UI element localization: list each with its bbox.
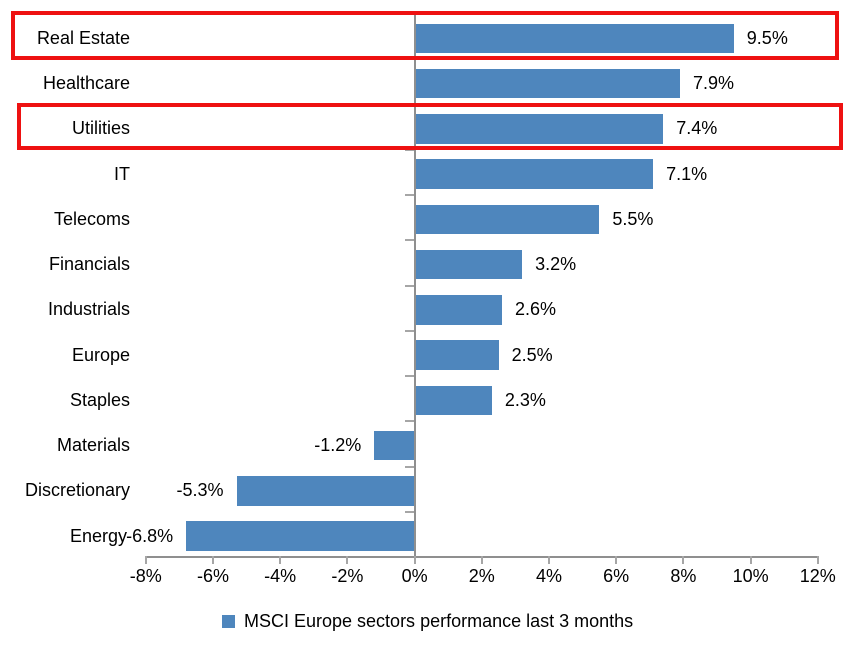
- category-label-discretionary: Discretionary: [24, 480, 130, 501]
- x-axis-tick: [413, 556, 416, 564]
- category-axis-tick: [404, 329, 415, 332]
- x-axis-tick: [615, 556, 618, 564]
- value-label-financials: 3.2%: [535, 254, 577, 274]
- category-axis-tick: [404, 284, 415, 287]
- x-tick-label: 2%: [468, 566, 495, 586]
- x-tick-label: 4%: [535, 566, 562, 586]
- category-label-industrials: Industrials: [47, 299, 130, 320]
- x-axis-tick: [749, 556, 752, 564]
- category-label-energy: Energy: [69, 525, 127, 546]
- bar-utilities: [414, 114, 664, 144]
- x-tick-label: 10%: [732, 566, 769, 586]
- x-tick-label: 6%: [603, 566, 630, 586]
- category-label-europe: Europe: [71, 344, 130, 365]
- bar-financials: [414, 249, 523, 280]
- highlight-box-real-estate: [11, 11, 839, 61]
- value-label-it: 7.1%: [666, 163, 708, 184]
- x-axis-tick: [279, 556, 282, 564]
- value-label-telecoms: 5.5%: [612, 208, 654, 229]
- bar-industrials: [414, 295, 502, 325]
- category-axis-tick: [404, 194, 415, 196]
- x-tick-label: -4%: [264, 566, 297, 586]
- value-label-utilities: 7.4%: [676, 118, 718, 139]
- x-axis-tick: [682, 556, 685, 564]
- value-label-real-estate: 9.5%: [746, 27, 788, 48]
- category-axis-tick: [404, 465, 415, 468]
- legend-marker-icon: [222, 615, 235, 628]
- bar-it: [414, 159, 654, 189]
- bar-telecoms: [414, 204, 600, 234]
- x-axis-tick: [346, 556, 349, 564]
- bar-energy: [186, 521, 415, 551]
- value-label-staples: 2.3%: [504, 389, 546, 410]
- legend-label: MSCI Europe sectors performance last 3 m…: [244, 611, 634, 631]
- category-label-real-estate: Real Estate: [36, 27, 130, 48]
- value-label-energy: -6.8%: [126, 525, 174, 546]
- legend: MSCI Europe sectors performance last 3 m…: [222, 611, 633, 632]
- category-axis-tick: [404, 375, 415, 377]
- bar-healthcare: [414, 68, 681, 99]
- category-label-financials: Financials: [48, 254, 130, 274]
- x-tick-label: 0%: [401, 566, 428, 586]
- bar-materials: [374, 430, 415, 461]
- x-tick-label: 12%: [799, 566, 836, 586]
- x-axis-tick: [548, 556, 550, 564]
- x-axis-tick: [212, 556, 214, 564]
- category-label-healthcare: Healthcare: [42, 73, 130, 93]
- category-label-staples: Staples: [69, 389, 130, 410]
- highlight-box-utilities: [17, 102, 843, 150]
- bar-staples: [414, 385, 492, 415]
- category-axis-tick: [404, 420, 415, 423]
- category-label-telecoms: Telecoms: [53, 208, 130, 229]
- bar-real-estate: [414, 23, 734, 53]
- category-axis-tick: [404, 148, 415, 151]
- value-label-materials: -1.2%: [314, 435, 362, 455]
- value-label-europe: 2.5%: [511, 344, 553, 365]
- category-label-materials: Materials: [56, 435, 130, 455]
- x-axis-tick: [816, 556, 819, 564]
- value-label-industrials: 2.6%: [514, 299, 556, 320]
- bar-europe: [414, 340, 499, 370]
- category-axis-tick: [404, 239, 415, 242]
- x-tick-label: -8%: [129, 566, 162, 586]
- x-axis-tick: [480, 556, 483, 564]
- x-tick-label: -2%: [331, 566, 364, 586]
- value-axis-line: [413, 13, 416, 563]
- bar-discretionary: [236, 476, 415, 506]
- category-label-utilities: Utilities: [71, 118, 130, 139]
- value-label-healthcare: 7.9%: [693, 73, 735, 93]
- x-tick-label: 8%: [670, 566, 697, 586]
- x-tick-label: -6%: [196, 566, 229, 586]
- value-label-discretionary: -5.3%: [176, 480, 224, 501]
- category-axis-tick: [404, 510, 415, 513]
- category-label-it: IT: [114, 163, 130, 184]
- x-axis-tick: [144, 556, 147, 564]
